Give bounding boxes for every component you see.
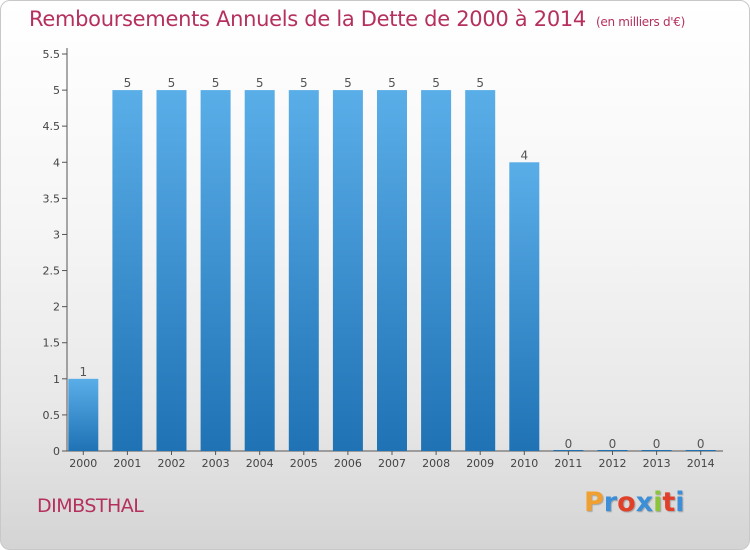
chart-labels: 2000 1 2001 5 2002 5 2003 5 2004 5 2005 5 2006 5 2007 5… — [69, 76, 714, 470]
y-tick-label: 5 — [53, 84, 60, 97]
data-label: 5 — [300, 76, 308, 90]
data-label: 5 — [124, 76, 132, 90]
data-label: 4 — [520, 148, 528, 162]
x-tick-label: 2014 — [687, 457, 715, 470]
y-tick-label: 1 — [53, 373, 60, 386]
y-tick-label: 3 — [53, 228, 60, 241]
data-label: 5 — [476, 76, 484, 90]
bar-2013 — [641, 450, 672, 451]
data-label: 0 — [609, 437, 617, 451]
x-tick-label: 2009 — [466, 457, 494, 470]
bar-2010 — [509, 162, 540, 452]
x-tick-label: 2002 — [158, 457, 186, 470]
y-tick-label: 0.5 — [43, 409, 61, 422]
x-tick-label: 2007 — [378, 457, 406, 470]
logo-letter: i — [653, 487, 663, 518]
data-label: 5 — [168, 76, 176, 90]
bar-2011 — [553, 450, 584, 451]
chart-bars — [68, 90, 716, 452]
data-label: 5 — [432, 76, 440, 90]
y-tick-label: 2.5 — [43, 265, 61, 278]
bar-2008 — [421, 90, 452, 451]
x-tick-label: 2013 — [643, 457, 671, 470]
x-tick-label: 2010 — [510, 457, 538, 470]
chart-unit: (en milliers d'€) — [596, 15, 686, 29]
data-label: 5 — [256, 76, 264, 90]
logo-letter: x — [635, 487, 654, 518]
x-tick-label: 2001 — [113, 457, 141, 470]
data-label: 5 — [344, 76, 352, 90]
y-tick-label: 4 — [53, 156, 60, 169]
bar-2000 — [68, 378, 99, 451]
bar-2002 — [156, 90, 187, 451]
logo-letter: r — [603, 487, 618, 518]
y-tick-label: 3.5 — [43, 192, 61, 205]
x-tick-label: 2005 — [290, 457, 318, 470]
logo-letter: t — [662, 487, 676, 518]
data-label: 5 — [388, 76, 396, 90]
data-label: 0 — [653, 437, 661, 451]
logo-letter: i — [675, 487, 685, 518]
bar-2003 — [200, 90, 231, 451]
x-tick-label: 2000 — [69, 457, 97, 470]
chart-title-text: Remboursements Annuels de la Dette de 20… — [29, 7, 586, 31]
x-tick-label: 2003 — [202, 457, 230, 470]
bar-2012 — [597, 450, 628, 451]
x-tick-label: 2012 — [599, 457, 627, 470]
logo-letter: o — [617, 487, 636, 518]
data-label: 0 — [697, 437, 705, 451]
logo-letter: P — [584, 487, 604, 518]
bar-2001 — [112, 90, 143, 451]
proxiti-logo: Proxiti — [584, 487, 685, 518]
data-label: 0 — [565, 437, 573, 451]
y-tick-label: 1.5 — [43, 337, 61, 350]
y-tick-label: 2 — [53, 301, 60, 314]
data-label: 1 — [79, 365, 87, 379]
chart-axes: 0 0.5 1 1.5 2 2.5 3 3.5 4 4.5 5 5.5 — [43, 48, 723, 458]
y-tick-label: 4.5 — [43, 120, 61, 133]
data-label: 5 — [212, 76, 220, 90]
bar-2005 — [288, 90, 319, 451]
commune-name: DIMBSTHAL — [37, 495, 144, 517]
y-tick-label: 0 — [53, 445, 60, 458]
bar-2007 — [377, 90, 407, 451]
x-tick-label: 2011 — [554, 457, 582, 470]
bar-2004 — [244, 90, 275, 451]
chart-title: Remboursements Annuels de la Dette de 20… — [29, 7, 685, 31]
x-tick-label: 2004 — [246, 457, 274, 470]
bar-2014 — [685, 450, 716, 451]
x-tick-label: 2006 — [334, 457, 362, 470]
bar-2006 — [332, 90, 363, 451]
x-tick-label: 2008 — [422, 457, 450, 470]
bar-2009 — [465, 90, 496, 451]
y-tick-label: 5.5 — [43, 48, 61, 61]
